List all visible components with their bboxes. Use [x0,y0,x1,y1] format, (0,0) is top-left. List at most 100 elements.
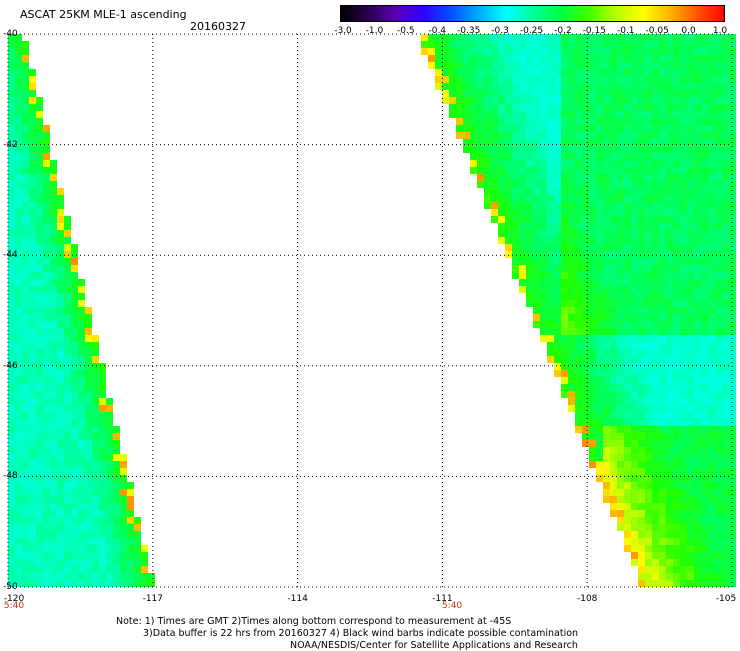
swath-cell [624,293,631,300]
swath-cell [120,538,127,545]
swath-cell [43,559,50,566]
swath-cell [533,160,540,167]
swath-cell [148,573,155,580]
swath-cell [666,125,673,132]
swath-cell [715,391,722,398]
swath-cell [547,265,554,272]
swath-cell [694,559,701,566]
swath-cell [680,293,687,300]
swath-cell [617,237,624,244]
swath-cell [715,398,722,405]
swath-cell [624,41,631,48]
swath-cell [8,300,15,307]
swath-cell [617,489,624,496]
color-scale-label: -0.15 [582,26,606,36]
swath-cell [589,62,596,69]
swath-cell [43,153,50,160]
swath-cell [652,461,659,468]
swath-cell [29,146,36,153]
swath-cell [57,412,64,419]
swath-cell [617,202,624,209]
swath-cell [701,202,708,209]
swath-cell [701,104,708,111]
swath-cell [610,188,617,195]
swath-cell [729,377,736,384]
swath-cell [694,258,701,265]
swath-cell [477,83,484,90]
swath-cell [638,307,645,314]
swath-cell [456,76,463,83]
swath-cell [631,230,638,237]
swath-cell [638,517,645,524]
swath-cell [631,433,638,440]
swath-cell [631,286,638,293]
swath-cell [463,83,470,90]
swath-cell [57,475,64,482]
swath-cell [526,237,533,244]
swath-cell [715,580,722,587]
longitude-label: -111 [432,594,453,604]
swath-cell [50,545,57,552]
swath-cell [36,181,43,188]
swath-cell [624,160,631,167]
swath-cell [610,405,617,412]
swath-cell [78,545,85,552]
swath-cell [85,531,92,538]
swath-cell [680,90,687,97]
swath-cell [85,440,92,447]
swath-cell [680,356,687,363]
swath-cell [57,223,64,230]
swath-cell [603,391,610,398]
swath-cell [617,118,624,125]
swath-cell [610,216,617,223]
swath-cell [687,433,694,440]
swath-cell [491,202,498,209]
swath-cell [638,433,645,440]
swath-cell [57,363,64,370]
swath-cell [134,573,141,580]
swath-cell [547,195,554,202]
swath-cell [722,545,729,552]
swath-cell [36,230,43,237]
swath-cell [603,426,610,433]
swath-cell [85,482,92,489]
swath-cell [22,55,29,62]
swath-cell [92,405,99,412]
swath-cell [575,405,582,412]
swath-cell [22,461,29,468]
swath-cell [15,342,22,349]
swath-cell [554,307,561,314]
swath-cell [36,195,43,202]
swath-cell [715,335,722,342]
swath-cell [603,139,610,146]
swath-cell [589,167,596,174]
swath-cell [547,188,554,195]
swath-cell [666,34,673,41]
swath-cell [666,272,673,279]
swath-cell [8,237,15,244]
swath-cell [631,125,638,132]
swath-cell [596,223,603,230]
swath-cell [631,174,638,181]
swath-cell [673,314,680,321]
swath-cell [659,391,666,398]
swath-cell [71,293,78,300]
swath-cell [547,342,554,349]
swath-cell [498,34,505,41]
swath-cell [589,286,596,293]
swath-cell [15,531,22,538]
swath-cell [680,237,687,244]
swath-cell [659,223,666,230]
swath-cell [22,475,29,482]
swath-cell [645,174,652,181]
swath-cell [701,412,708,419]
swath-cell [491,55,498,62]
swath-cell [645,188,652,195]
swath-cell [22,440,29,447]
swath-cell [645,153,652,160]
swath-cell [78,419,85,426]
swath-cell [470,69,477,76]
swath-cell [57,552,64,559]
swath-cell [22,419,29,426]
swath-cell [519,97,526,104]
